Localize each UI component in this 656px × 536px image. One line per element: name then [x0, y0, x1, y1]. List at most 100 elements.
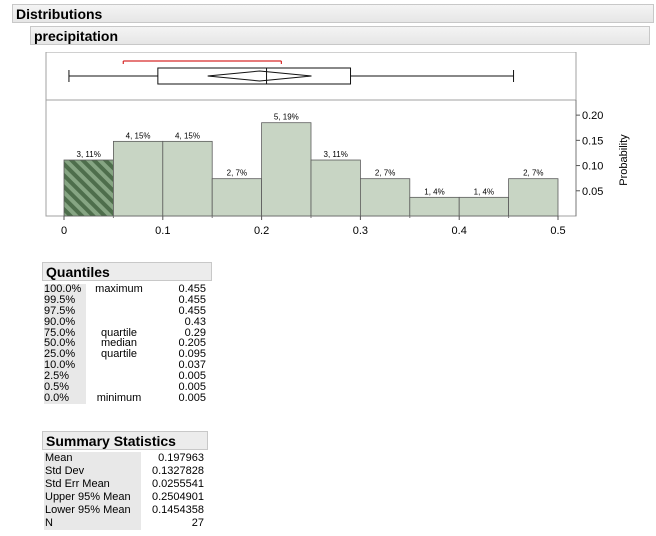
summary-label: Mean: [44, 452, 141, 465]
histogram-bars[interactable]: [63, 122, 559, 217]
quantile-value: 0.455: [178, 283, 206, 295]
quantile-percent: 50.0%: [44, 338, 86, 350]
variable-header[interactable]: precipitation: [30, 26, 650, 45]
x-tick-label: 0: [61, 225, 67, 237]
quantiles-header[interactable]: Quantiles: [42, 262, 212, 281]
quantile-value: 0.205: [178, 337, 206, 350]
x-axis[interactable]: 0 0.1 0.2 0.3 0.4 0.5: [61, 216, 566, 237]
histogram-bar[interactable]: [458, 196, 510, 217]
summary-label: Upper 95% Mean: [44, 491, 141, 504]
quantile-label: quartile: [100, 348, 138, 361]
summary-row: Std Err Mean 0.0255541: [42, 478, 208, 491]
quantile-percent: 25.0%: [44, 349, 86, 361]
bar-label: 2, 7%: [227, 169, 247, 178]
summary-label: Std Err Mean: [44, 478, 141, 491]
histogram-bar[interactable]: [113, 140, 164, 217]
summary-statistics-table: Mean 0.197963 Std Dev 0.1327828 Std Err Mean…: [42, 452, 208, 530]
bar-label: 2, 7%: [375, 169, 395, 178]
quantile-percent: 2.5%: [44, 371, 86, 383]
quantiles-title: Quantiles: [46, 264, 110, 280]
quantiles-table: 100.0% maximum 0.455 99.5% 0.455 97.5% 0.455 90…: [42, 284, 212, 404]
quantile-label: median: [100, 337, 138, 350]
quantile-value: 0.455: [178, 293, 206, 306]
quantile-row: 10.0% 0.037: [42, 359, 212, 372]
summary-value: 27: [191, 517, 204, 529]
quantile-value: 0.29: [184, 326, 206, 339]
quantile-value: 0.005: [178, 381, 206, 394]
summary-row: Upper 95% Mean 0.2504901: [42, 491, 208, 504]
bar-label: 4, 15%: [126, 131, 151, 140]
bar-label: 5, 19%: [274, 113, 299, 122]
quantile-label: minimum: [96, 391, 142, 404]
quantile-percent: 100.0%: [44, 284, 86, 295]
quantile-percent: 0.5%: [44, 382, 86, 393]
bar-label: 1, 4%: [474, 187, 494, 196]
summary-value: 0.0255541: [152, 478, 204, 490]
histogram-bar[interactable]: [162, 140, 213, 217]
mean-diamond[interactable]: [207, 70, 312, 82]
quantile-value: 0.005: [178, 391, 206, 404]
variable-title: precipitation: [34, 28, 119, 44]
quantile-row: 50.0% median 0.205: [42, 337, 212, 350]
bar-label: 1, 4%: [424, 187, 444, 196]
summary-value: 0.197963: [158, 452, 204, 464]
histogram-bar[interactable]: [508, 178, 559, 217]
summary-statistics-title: Summary Statistics: [46, 433, 176, 449]
quantile-percent: 0.0%: [44, 392, 86, 404]
x-tick-label: 0.4: [452, 225, 467, 237]
summary-row: N 27: [42, 517, 208, 530]
summary-value: 0.1327828: [152, 465, 204, 477]
quantile-percent: 10.0%: [44, 360, 86, 372]
quantile-row: 0.0% minimum 0.005: [42, 391, 212, 404]
quantile-row: 97.5% 0.455: [42, 304, 212, 317]
outlier-box-plot[interactable]: [68, 60, 515, 85]
summary-row: Lower 95% Mean 0.1454358: [42, 504, 208, 517]
probability-tick-label: 0.10: [582, 161, 603, 173]
quantile-percent: 75.0%: [44, 327, 86, 339]
probability-axis-title: Probability: [618, 134, 630, 186]
quantile-row: 2.5% 0.005: [42, 371, 212, 383]
x-tick-label: 0.2: [254, 225, 269, 237]
histogram-bar[interactable]: [359, 178, 411, 217]
quantile-row: 25.0% quartile 0.095: [42, 348, 212, 361]
histogram-bar[interactable]: [211, 178, 262, 217]
quartile-box[interactable]: [157, 67, 352, 85]
quantile-value: 0.455: [178, 304, 206, 317]
quantile-label: quartile: [100, 326, 138, 339]
quantile-row: 0.5% 0.005: [42, 382, 212, 393]
quantile-label: maximum: [95, 283, 143, 295]
quantile-row: 100.0% maximum 0.455: [42, 284, 212, 295]
summary-value: 0.2504901: [152, 491, 204, 503]
quantile-row: 75.0% quartile 0.29: [42, 326, 212, 339]
histogram-bar[interactable]: [261, 122, 312, 217]
probability-tick-label: 0.20: [582, 110, 603, 122]
summary-row: Std Dev 0.1327828: [42, 465, 208, 478]
quantile-percent: 99.5%: [44, 294, 86, 306]
bar-label: 3, 11%: [324, 150, 348, 159]
quantile-row: 90.0% 0.43: [42, 315, 212, 328]
histogram-bar[interactable]: [409, 196, 460, 217]
distributions-header[interactable]: Distributions: [12, 4, 654, 23]
bar-labels: 3, 11% 4, 15% 4, 15% 2, 7% 5, 19% 3, 11% 2, 7%…: [77, 113, 544, 197]
quantile-value: 0.095: [178, 348, 206, 361]
probability-axis[interactable]: 0.20 0.15 0.10 0.05: [575, 100, 603, 216]
summary-label: Lower 95% Mean: [44, 504, 141, 517]
quantile-value: 0.43: [184, 315, 206, 328]
quantile-percent: 90.0%: [44, 316, 86, 328]
bar-label: 2, 7%: [523, 169, 543, 178]
quantile-row: 99.5% 0.455: [42, 293, 212, 306]
histogram-bar[interactable]: [310, 159, 361, 217]
bar-label: 4, 15%: [175, 131, 200, 140]
x-tick-label: 0.1: [155, 225, 170, 237]
probability-tick-label: 0.15: [582, 135, 603, 147]
bar-label: 3, 11%: [77, 150, 101, 159]
quantile-value: 0.037: [178, 359, 206, 372]
histogram-chart[interactable]: 3, 11% 4, 15% 4, 15% 2, 7% 5, 19% 3, 11% 2, 7%…: [0, 52, 656, 242]
probability-tick-label: 0.05: [582, 186, 603, 198]
summary-value: 0.1454358: [152, 504, 204, 516]
summary-statistics-header[interactable]: Summary Statistics: [42, 431, 208, 450]
summary-label: N: [44, 517, 141, 530]
histogram-bar[interactable]: [63, 159, 114, 217]
x-tick-label: 0.5: [550, 225, 565, 237]
distributions-title: Distributions: [16, 6, 103, 22]
